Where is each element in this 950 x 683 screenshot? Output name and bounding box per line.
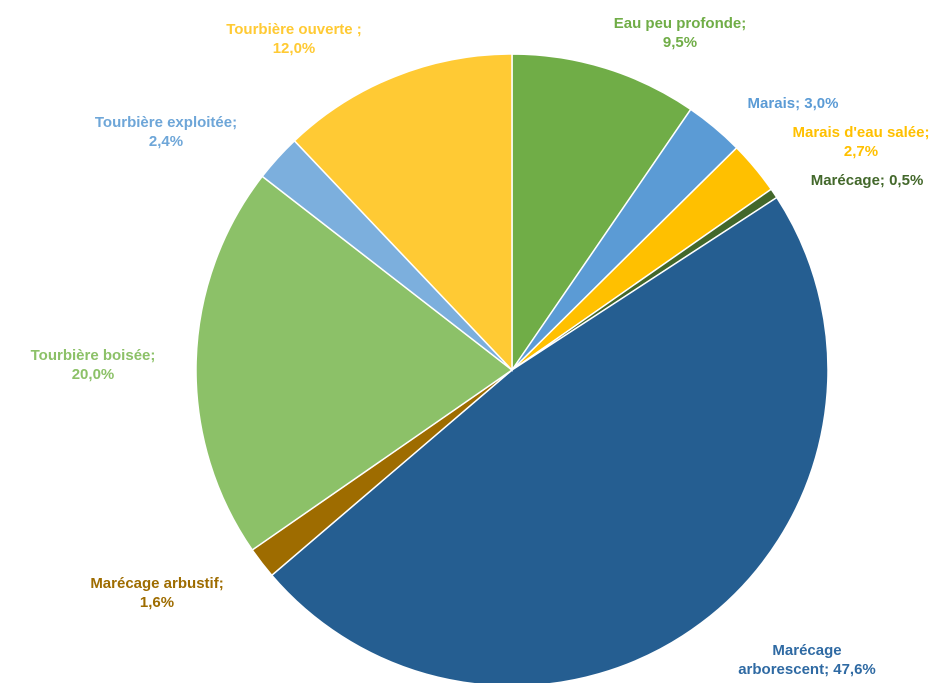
data-label-marecage-arborescent: Marécage arborescent; 47,6% [738,642,876,678]
data-label-marais-d-eau-salee: Marais d'eau salée; 2,7% [793,124,930,160]
pie-slice-tourbiere-boisee [195,175,514,551]
data-label-tourbiere-ouverte: Tourbière ouverte ; 12,0% [226,21,362,57]
data-label-marais: Marais; 3,0% [748,95,839,112]
data-label-tourbiere-boisee: Tourbière boisée; 20,0% [31,347,156,383]
pie-slice-tourbiere-ouverte [293,53,513,372]
data-label-marecage-arbustif: Marécage arbustif; 1,6% [90,575,223,611]
pie-slice-marecage-arborescent [270,196,829,683]
pie-slice-eau-peu-profonde [511,53,692,373]
data-label-eau-peu-profonde: Eau peu profonde; 9,5% [614,15,747,51]
pie-slices [195,53,829,683]
data-label-tourbiere-exploitee: Tourbière exploitée; 2,4% [95,114,237,150]
data-label-marecage: Marécage; 0,5% [811,172,924,189]
pie-labels: Eau peu profonde; 9,5% Marais; 3,0% Marais … [31,15,930,678]
